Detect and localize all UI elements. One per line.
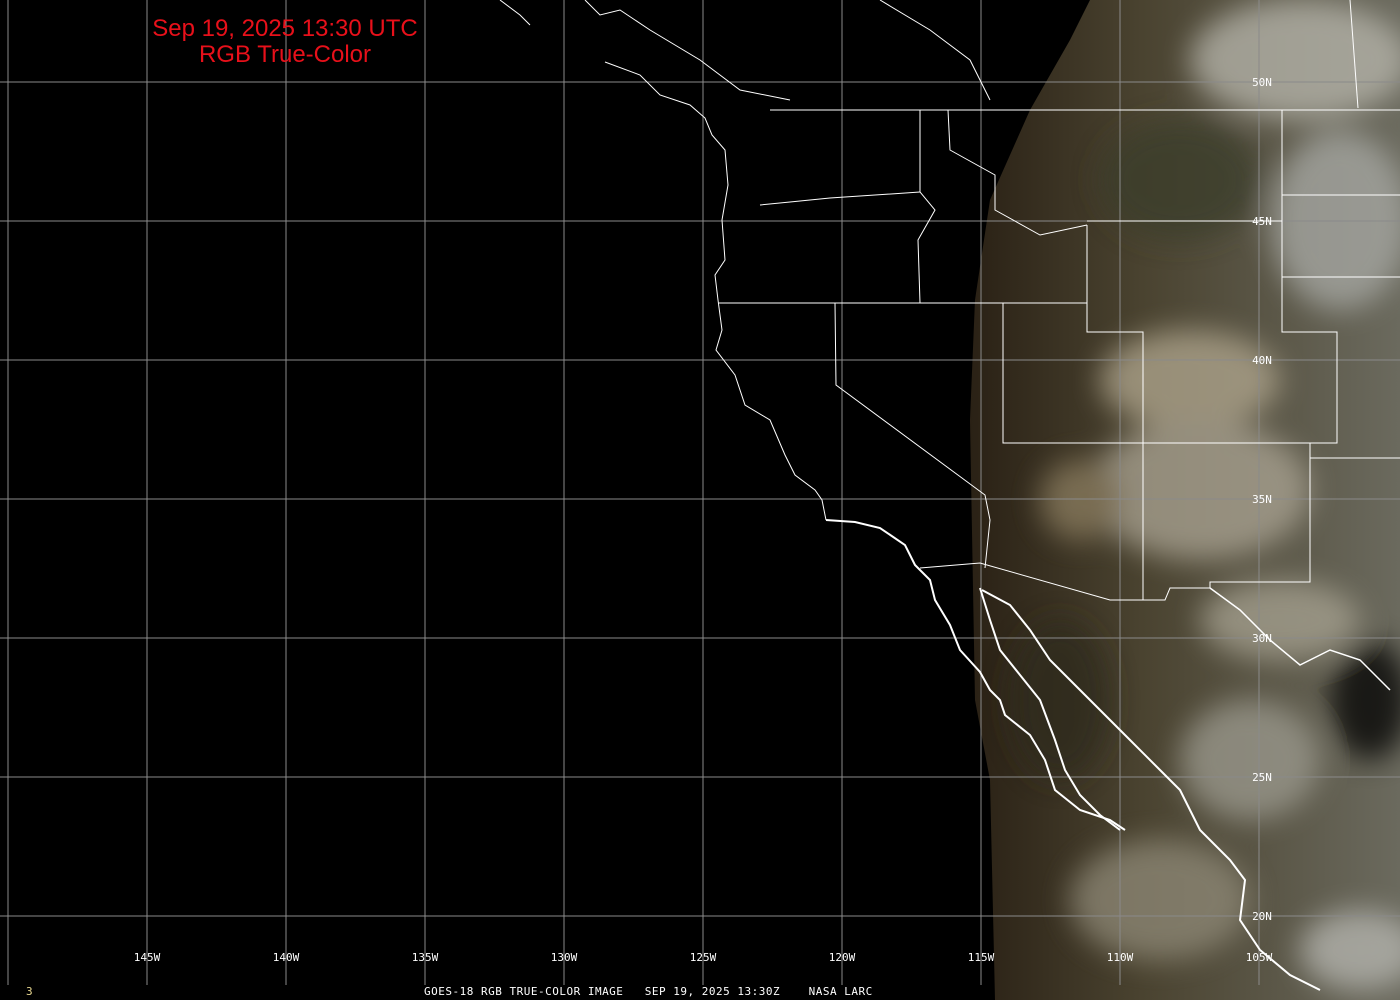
satellite-imagery (970, 0, 1400, 1000)
longitude-label: 140W (273, 951, 300, 964)
state-borders (718, 0, 1400, 601)
latitude-label: 45N (1252, 215, 1272, 228)
longitude-label: 120W (829, 951, 856, 964)
map-title-datetime: Sep 19, 2025 13:30 UTC (152, 15, 418, 42)
longitude-label: 105W (1246, 951, 1273, 964)
coastlines (499, 0, 1391, 991)
latitude-label: 25N (1252, 771, 1272, 784)
latitude-labels: 50N 45N 40N 35N 30N 25N 20N (1252, 76, 1272, 923)
latitude-label: 50N (1252, 76, 1272, 89)
map-title-product: RGB True-Color (198, 41, 372, 68)
frame-number: 3 (26, 985, 34, 998)
longitude-label: 125W (690, 951, 717, 964)
latitude-label: 40N (1252, 354, 1272, 367)
latitude-label: 35N (1252, 493, 1272, 506)
longitude-label: 115W (968, 951, 995, 964)
longitude-label: 135W (412, 951, 439, 964)
longitude-labels: 145W 140W 135W 130W 125W 120W 115W 110W 105W (134, 951, 1273, 964)
footer-caption: GOES-18 RGB TRUE-COLOR IMAGE SEP 19, 202… (424, 985, 873, 998)
latitude-label: 20N (1252, 910, 1272, 923)
longitude-label: 110W (1107, 951, 1134, 964)
longitude-label: 130W (551, 951, 578, 964)
latitude-label: 30N (1252, 632, 1272, 645)
longitude-label: 145W (134, 951, 161, 964)
